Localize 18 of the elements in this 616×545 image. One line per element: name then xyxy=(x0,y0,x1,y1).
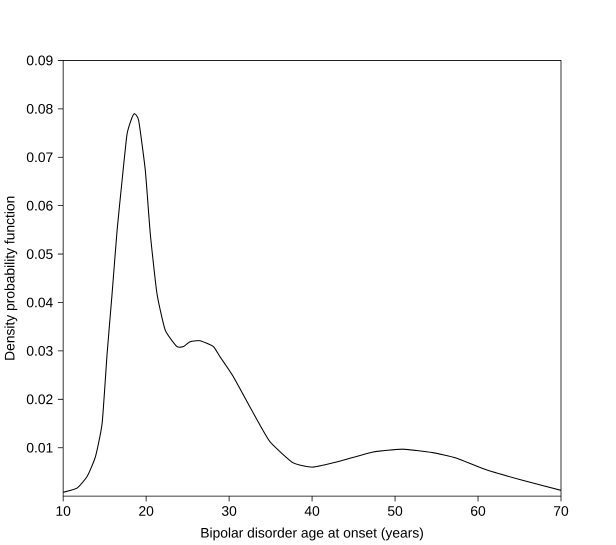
x-tick-label: 50 xyxy=(388,506,402,516)
x-tick-label: 30 xyxy=(222,506,236,516)
x-tick-label: 20 xyxy=(139,506,154,516)
y-tick-label: 0.02 xyxy=(26,394,53,404)
y-tick-label: 0.06 xyxy=(26,200,53,211)
x-tick-label: 60 xyxy=(471,506,486,516)
x-tick-label: 40 xyxy=(304,506,320,516)
y-tick-label: 0.09 xyxy=(26,56,53,66)
y-tick-label: 0.03 xyxy=(26,346,53,356)
y-tick-label: 0.08 xyxy=(26,104,53,114)
y-axis-title: Density probability function xyxy=(4,196,18,360)
y-tick-label: 0.04 xyxy=(26,298,53,308)
x-tick-label: 70 xyxy=(554,506,568,516)
y-tick-label: 0.07 xyxy=(26,152,53,162)
y-tick-label: 0.05 xyxy=(26,249,53,260)
y-tick-label: 0.01 xyxy=(26,442,53,453)
x-tick-label: 10 xyxy=(56,506,70,516)
x-axis-title: Bipolar disorder age at onset (years) xyxy=(201,528,423,541)
